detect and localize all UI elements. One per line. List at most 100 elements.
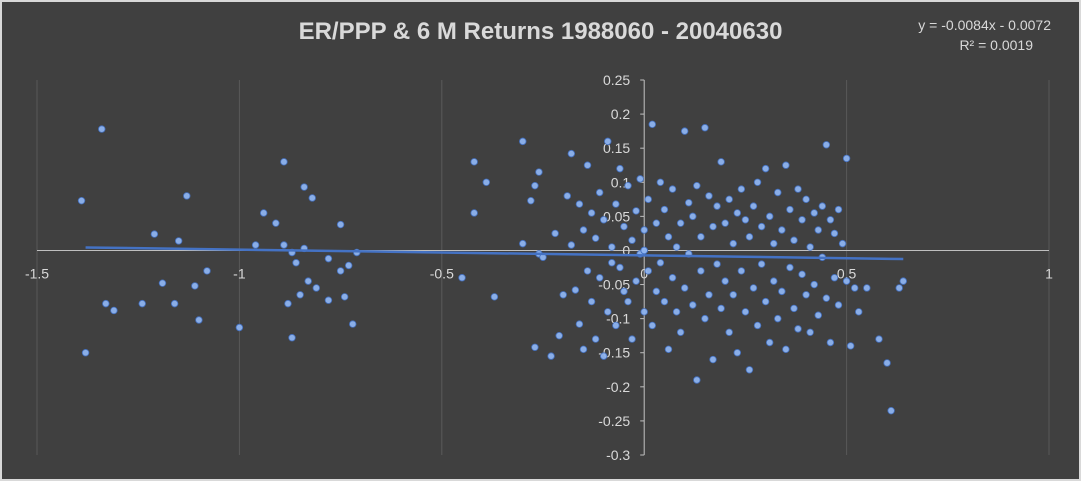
data-point [575, 200, 584, 208]
data-point [102, 299, 110, 308]
data-point [308, 194, 316, 202]
data-point [794, 185, 802, 193]
data-point [749, 202, 758, 210]
x-tick-label: 1 [1045, 265, 1053, 281]
data-point [753, 321, 762, 330]
data-point [765, 338, 774, 347]
r-squared-text: R² = 0.0019 [959, 37, 1033, 53]
data-point [628, 236, 636, 244]
data-point [668, 185, 677, 193]
data-point [555, 331, 563, 340]
data-point [531, 181, 539, 190]
data-point [150, 230, 159, 238]
data-point [753, 178, 762, 186]
x-tick-label: -1.5 [25, 265, 49, 281]
data-point [591, 335, 600, 343]
trendline [85, 246, 904, 261]
data-point [288, 334, 296, 342]
data-point [531, 343, 539, 351]
data-point [280, 158, 288, 166]
data-point [203, 267, 211, 275]
data-point [729, 239, 737, 248]
data-point [705, 192, 713, 200]
y-tick-label: 0 [622, 242, 630, 258]
data-point [664, 345, 673, 354]
data-point [826, 216, 835, 224]
data-point [174, 237, 183, 245]
data-point [191, 282, 199, 290]
chart-title: ER/PPP & 6 M Returns 1988060 - 20040630 [298, 18, 783, 45]
data-point [280, 241, 288, 249]
data-point [587, 297, 596, 306]
trendline-equation: y = -0.0084x - 0.0072 R² = 0.0019 [918, 15, 1051, 55]
data-point [587, 209, 596, 217]
data-point [628, 335, 636, 343]
data-point [547, 352, 555, 360]
data-point [717, 158, 725, 166]
data-point [782, 161, 790, 169]
data-point [802, 195, 810, 204]
data-point [794, 325, 802, 333]
data-point [110, 306, 118, 315]
y-tick-label: 0.25 [603, 72, 630, 88]
data-point [697, 233, 705, 241]
data-point [648, 120, 656, 129]
data-point [830, 274, 839, 282]
data-point [701, 314, 709, 323]
data-point [644, 195, 652, 204]
data-point [620, 222, 628, 231]
data-point [235, 323, 244, 332]
data-point [689, 301, 697, 309]
data-point [668, 274, 677, 282]
data-point [770, 239, 778, 248]
data-point [98, 125, 106, 133]
data-points [77, 120, 907, 415]
data-point [632, 207, 640, 215]
data-point [640, 246, 648, 255]
data-point [551, 229, 559, 238]
data-point [733, 349, 742, 357]
data-point [292, 259, 300, 267]
x-tick-label: -1 [233, 265, 246, 281]
data-point [340, 293, 349, 301]
data-point [470, 209, 478, 217]
data-point [680, 284, 689, 292]
data-point [77, 196, 86, 205]
data-point [632, 277, 640, 285]
data-point [842, 154, 851, 163]
data-point [336, 220, 345, 229]
data-point [741, 216, 750, 224]
data-point [834, 301, 843, 309]
data-point [349, 320, 357, 328]
data-point [701, 124, 709, 132]
data-point [296, 291, 304, 299]
data-point [272, 219, 280, 227]
data-point [563, 192, 571, 200]
data-point [652, 287, 661, 296]
y-tick-label: -0.25 [598, 413, 630, 429]
x-tick-label: 0.5 [837, 265, 857, 281]
data-point [158, 279, 167, 287]
data-point [81, 349, 90, 357]
data-point [830, 229, 839, 238]
data-point [721, 277, 729, 285]
trendline-line [85, 246, 904, 261]
data-point [470, 158, 478, 166]
data-point [786, 263, 794, 272]
data-point [709, 355, 717, 364]
data-point [583, 267, 592, 275]
data-point [170, 299, 179, 308]
data-point [810, 280, 818, 289]
data-point [636, 175, 644, 183]
data-point [591, 234, 600, 242]
data-point [251, 241, 260, 249]
data-point [672, 308, 681, 316]
data-point [705, 291, 713, 299]
data-point [883, 359, 891, 367]
data-point [567, 149, 576, 158]
data-point [482, 178, 491, 186]
data-point [863, 284, 871, 292]
data-point [737, 185, 746, 193]
data-point [782, 345, 790, 354]
